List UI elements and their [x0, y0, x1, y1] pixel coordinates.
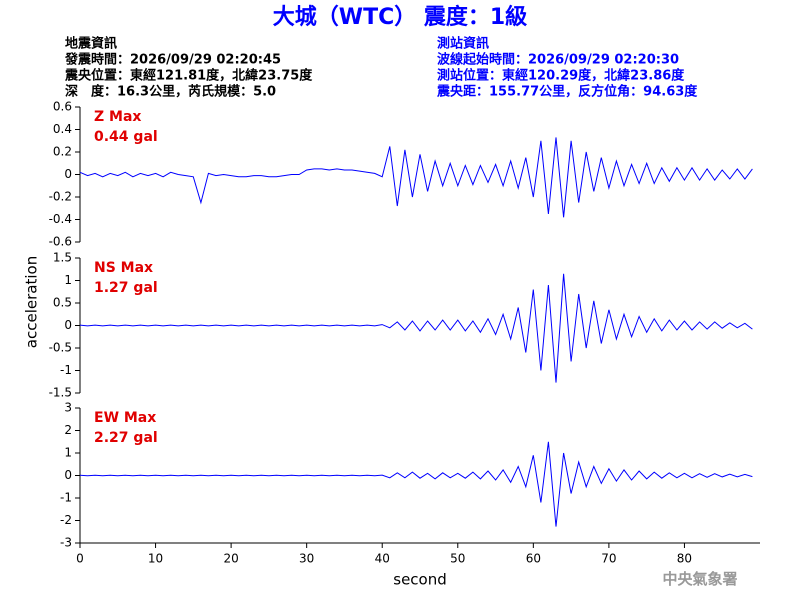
- info-right: 測站位置：東經120.29度，北緯23.86度: [437, 68, 685, 84]
- info-left: 地震資訊: [65, 36, 117, 52]
- x-tick-label: 0: [76, 552, 84, 566]
- max-label: EW Max: [94, 410, 156, 426]
- x-tick-label: 60: [526, 552, 541, 566]
- x-tick-label: 10: [148, 552, 163, 566]
- y-tick-label: -0.4: [49, 212, 72, 226]
- y-tick-label: -0.5: [49, 341, 72, 355]
- max-label: NS Max: [94, 260, 153, 276]
- info-right: 波線起始時間：2026/09/29 02:20:30: [437, 52, 679, 68]
- y-tick-label: -0.6: [49, 235, 72, 249]
- info-right: 測站資訊: [437, 36, 489, 52]
- y-tick-label: 0: [64, 468, 72, 482]
- max-label: 0.44 gal: [94, 129, 158, 145]
- x-axis-label: second: [393, 571, 447, 589]
- x-tick-label: 30: [299, 552, 314, 566]
- footer: 中央氣象署: [662, 570, 737, 588]
- waveform: [79, 137, 753, 218]
- waveform: [79, 441, 753, 527]
- info-left: 深 度：16.3公里，芮氏規模：5.0: [65, 84, 276, 100]
- y-tick-label: 2: [64, 423, 72, 437]
- y-tick-label: 0.2: [53, 145, 72, 159]
- y-tick-label: -1: [60, 363, 72, 377]
- y-axis-label: acceleration: [23, 256, 41, 348]
- y-tick-label: 0: [64, 167, 72, 181]
- info-right: 震央距：155.77公里，反方位角：94.63度: [436, 84, 698, 100]
- waveform: [79, 273, 753, 383]
- max-label: 1.27 gal: [94, 280, 158, 296]
- y-tick-label: 0.6: [53, 100, 72, 114]
- y-tick-label: 0: [64, 318, 72, 332]
- info-left: 發震時間：2026/09/29 02:20:45: [64, 52, 281, 68]
- max-label: Z Max: [94, 109, 141, 125]
- y-tick-label: 1.5: [53, 251, 72, 265]
- y-tick-label: 0.5: [53, 296, 72, 310]
- max-label: 2.27 gal: [94, 430, 158, 446]
- title: 大城（WTC） 震度：1級: [273, 4, 527, 30]
- y-tick-label: 1: [64, 446, 72, 460]
- y-tick-label: 3: [64, 401, 72, 415]
- y-tick-label: -2: [60, 513, 72, 527]
- x-tick-label: 40: [375, 552, 390, 566]
- y-tick-label: -1: [60, 491, 72, 505]
- y-tick-label: 0.4: [53, 122, 72, 136]
- x-tick-label: 70: [601, 552, 616, 566]
- y-tick-label: 1: [64, 273, 72, 287]
- y-tick-label: -1.5: [49, 386, 72, 400]
- y-tick-label: -3: [60, 536, 72, 550]
- x-tick-label: 50: [450, 552, 465, 566]
- y-tick-label: -0.2: [49, 190, 72, 204]
- x-tick-label: 80: [677, 552, 692, 566]
- info-left: 震央位置：東經121.81度，北緯23.75度: [64, 68, 313, 84]
- x-tick-label: 20: [223, 552, 238, 566]
